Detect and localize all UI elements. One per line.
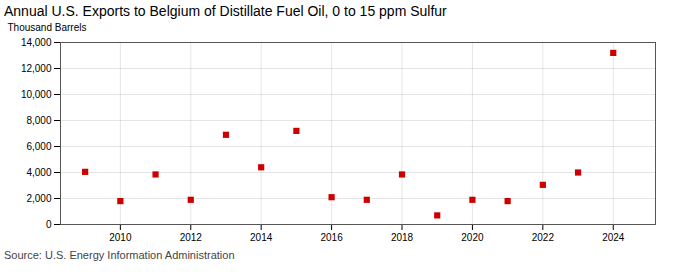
svg-text:8,000: 8,000 [26,115,51,126]
html-text:Annual U.S. Exports to Belgium: Annual U.S. Exports to Belgium of Distil… [4,3,447,19]
html-text:Source: U.S. Energy Informatio: Source: U.S. Energy Information Administ… [4,249,235,261]
svg-text:12,000: 12,000 [21,63,52,74]
svg-text:4,000: 4,000 [26,167,51,178]
svg-text:2012: 2012 [180,232,203,243]
svg-text:2010: 2010 [109,232,132,243]
svg-text:14,000: 14,000 [21,37,52,48]
svg-text:2024: 2024 [602,232,625,243]
svg-text:2014: 2014 [250,232,273,243]
svg-text:Thousand Barrels: Thousand Barrels [8,22,87,33]
svg-text:10,000: 10,000 [21,89,52,100]
svg-text:6,000: 6,000 [26,141,51,152]
svg-text:0: 0 [46,219,52,230]
svg-text:2020: 2020 [461,232,484,243]
svg-text:2,000: 2,000 [26,193,51,204]
svg-text:2016: 2016 [320,232,343,243]
svg-text:2018: 2018 [391,232,414,243]
svg-text:2022: 2022 [532,232,555,243]
